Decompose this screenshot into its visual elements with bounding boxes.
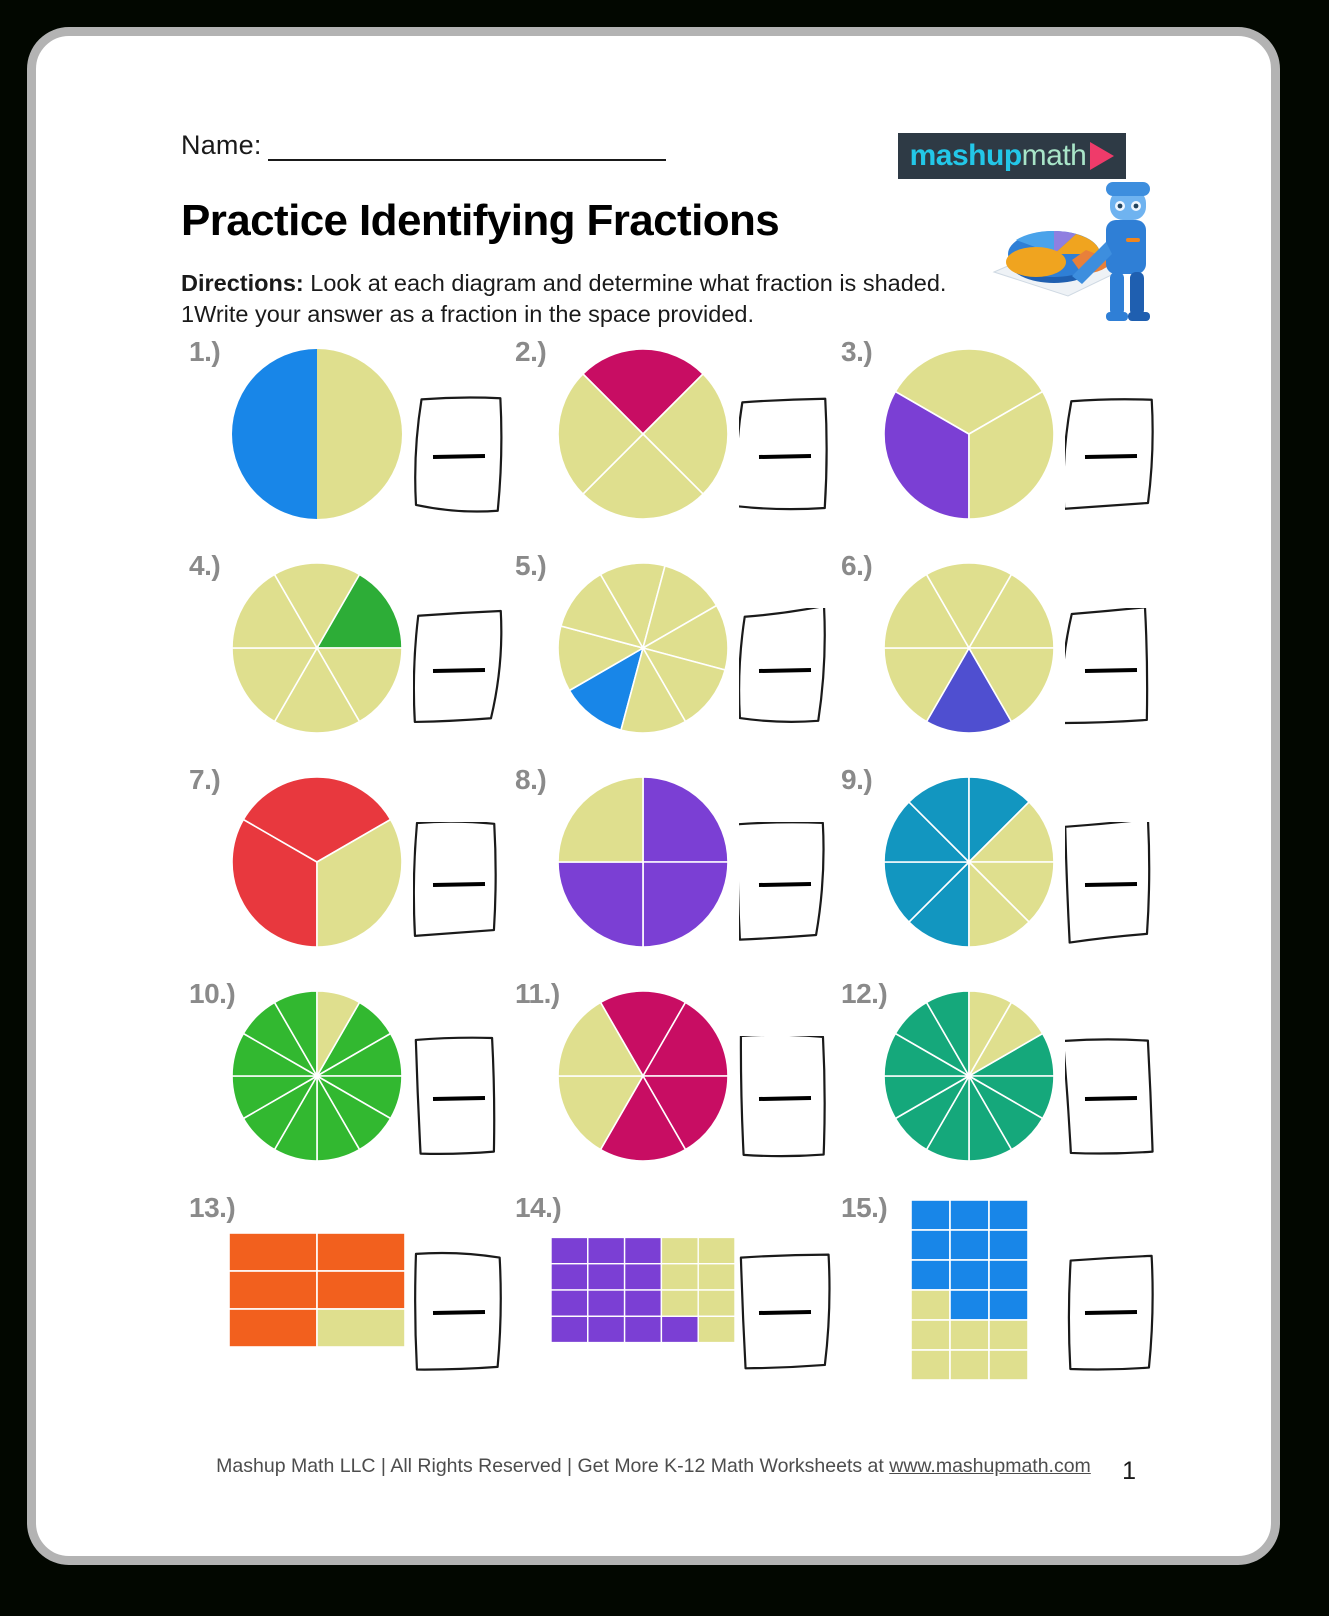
problem-cell: 12.) [833, 970, 1159, 1184]
directions-text: Look at each diagram and determine what … [181, 270, 947, 328]
problem-number: 13.) [189, 1192, 236, 1223]
problem-cell: 8.) [507, 756, 833, 970]
fraction-diagram [551, 978, 735, 1174]
name-input-line[interactable] [267, 141, 666, 161]
footer: Mashup Math LLC | All Rights Reserved | … [36, 1455, 1271, 1478]
problem-number: 1.) [189, 336, 221, 367]
problem-number: 7.) [189, 764, 221, 795]
problem-cell: 15.) [833, 1184, 1159, 1398]
logo-word-mashup: mashup [909, 139, 1023, 172]
logo-word-math: math [1021, 139, 1087, 172]
answer-box[interactable] [1064, 817, 1157, 944]
problem-cell: 2.) [507, 328, 833, 542]
fraction-diagram [225, 978, 409, 1174]
problem-cell: 14.) [507, 1184, 833, 1398]
problem-number: 8.) [515, 764, 547, 795]
problem-cell: 10.) [181, 970, 507, 1184]
fraction-diagram [877, 764, 1061, 960]
play-triangle-icon [1090, 142, 1115, 170]
directions-label: Directions: [181, 270, 304, 296]
directions: Directions: Look at each diagram and det… [181, 268, 1001, 331]
problem-row: 10.) 11.) 12.) [181, 970, 1161, 1184]
problem-row: 13.) 14.) 15.) [181, 1184, 1161, 1398]
problem-number: 10.) [189, 978, 236, 1009]
answer-box[interactable] [1065, 1250, 1157, 1372]
problem-cell: 4.) [181, 542, 507, 756]
robot-with-pie-chart-illustration [992, 182, 1150, 321]
fraction-diagram [551, 336, 735, 532]
problem-number: 15.) [841, 1192, 888, 1223]
name-row: Name: [181, 130, 666, 161]
problem-number: 9.) [841, 764, 873, 795]
page-number: 1 [1122, 1457, 1136, 1485]
problems-grid: 1.) 2.) 3.) 4.) 5.) 6.) 7.) 8.) 9.) 10.)… [181, 328, 1161, 1398]
problem-cell: 3.) [833, 328, 1159, 542]
fraction-diagram [225, 1192, 409, 1388]
answer-box[interactable] [735, 394, 831, 516]
worksheet-sheet: Name: Practice Identifying Fractions Dir… [27, 27, 1280, 1565]
answer-box[interactable] [1061, 1036, 1157, 1158]
problem-row: 1.) 2.) 3.) [181, 328, 1161, 542]
problem-number: 5.) [515, 550, 547, 581]
problem-cell: 5.) [507, 542, 833, 756]
fraction-diagram [225, 764, 409, 960]
footer-link[interactable]: www.mashupmath.com [889, 1455, 1091, 1477]
answer-box[interactable] [413, 1036, 505, 1158]
answer-box[interactable] [1060, 606, 1157, 730]
problem-cell: 13.) [181, 1184, 507, 1398]
problem-number: 2.) [515, 336, 547, 367]
problem-number: 3.) [841, 336, 873, 367]
footer-text: Mashup Math LLC | All Rights Reserved | … [216, 1455, 890, 1477]
answer-box[interactable] [412, 608, 505, 730]
problem-cell: 6.) [833, 542, 1159, 756]
problem-cell: 1.) [181, 328, 507, 542]
answer-box[interactable] [413, 394, 505, 516]
problem-number: 12.) [841, 978, 888, 1009]
name-label: Name: [181, 130, 262, 160]
fraction-diagram [877, 336, 1061, 532]
problem-row: 4.) 5.) 6.) [181, 542, 1161, 756]
fraction-diagram [551, 1192, 735, 1388]
problem-cell: 9.) [833, 756, 1159, 970]
problem-row: 7.) 8.) 9.) [181, 756, 1161, 970]
answer-box[interactable] [736, 821, 831, 944]
problem-number: 11.) [515, 978, 560, 1009]
fraction-diagram [551, 764, 735, 960]
answer-box[interactable] [413, 1250, 505, 1372]
problem-number: 4.) [189, 550, 221, 581]
fraction-diagram [225, 336, 409, 532]
fraction-diagram [877, 550, 1061, 746]
answer-box[interactable] [412, 820, 505, 944]
page-title: Practice Identifying Fractions [181, 196, 780, 245]
answer-box[interactable] [739, 1033, 831, 1158]
problem-cell: 11.) [507, 970, 833, 1184]
answer-box[interactable] [737, 604, 831, 730]
answer-box[interactable] [739, 1250, 831, 1372]
fraction-diagram [877, 978, 1061, 1174]
answer-box[interactable] [1062, 394, 1157, 516]
fraction-diagram [877, 1192, 1061, 1388]
problem-number: 14.) [515, 1192, 562, 1223]
problem-number: 6.) [841, 550, 873, 581]
fraction-diagram [551, 550, 735, 746]
problem-cell: 7.) [181, 756, 507, 970]
fraction-diagram [225, 550, 409, 746]
mashup-math-logo: mashup math [898, 133, 1126, 179]
